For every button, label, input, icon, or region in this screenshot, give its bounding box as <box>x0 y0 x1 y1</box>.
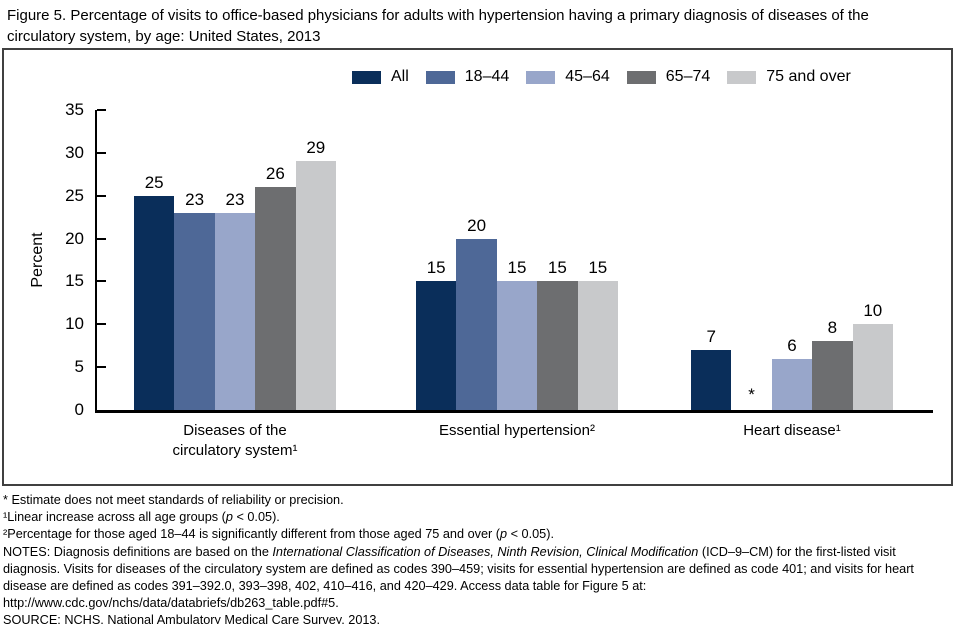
y-axis-tick <box>97 151 106 154</box>
footnote-text: ¹Linear increase across all age groups ( <box>3 510 226 525</box>
y-axis-tick-label: 0 <box>74 400 84 419</box>
bar-value-label: 23 <box>225 189 245 209</box>
y-axis-title: Percent <box>29 232 46 288</box>
bar <box>416 281 457 410</box>
legend-item: 65–74 <box>626 68 711 86</box>
legend-label: All <box>391 68 409 85</box>
legend-label: 75 and over <box>766 68 851 85</box>
x-category-label-line: Essential hypertension² <box>439 422 595 439</box>
footnote-text: < 0.05). <box>232 510 280 525</box>
y-axis-tick-label: 35 <box>65 100 84 119</box>
legend-swatch <box>526 70 556 84</box>
legend-swatch <box>727 70 757 84</box>
x-category-label-line: Heart disease¹ <box>743 422 841 439</box>
bar-value-label: 26 <box>265 164 285 184</box>
footnote-line: SOURCE: NCHS, National Ambulatory Medica… <box>3 612 953 624</box>
bar-value-label: 6 <box>787 335 797 355</box>
bar-value-label: 15 <box>588 258 608 278</box>
y-axis-tick <box>97 194 106 197</box>
legend: All 18–44 45–64 65–74 75 and over <box>352 66 851 88</box>
bar <box>295 161 336 410</box>
legend-item: 18–44 <box>425 68 510 86</box>
bar <box>771 358 813 410</box>
y-axis-tick-label: 30 <box>65 142 84 162</box>
footnote-text: International Classification of Diseases… <box>272 544 699 559</box>
bar <box>577 281 618 410</box>
y-axis-tick-label: 20 <box>65 228 84 248</box>
bar <box>852 324 893 410</box>
footnote-line: NOTES: Diagnosis definitions are based o… <box>3 544 953 613</box>
footnotes: * Estimate does not meet standards of re… <box>3 492 953 624</box>
footnote-line: * Estimate does not meet standards of re… <box>3 492 953 509</box>
y-axis-tick <box>97 237 106 240</box>
x-axis-line <box>95 410 933 413</box>
bar-value-label: 7 <box>706 327 716 346</box>
footnote-text: NOTES: Diagnosis definitions are based o… <box>3 544 273 559</box>
bar <box>214 212 256 410</box>
legend-item: All <box>352 68 409 86</box>
x-category-label: Heart disease¹ <box>662 421 922 441</box>
footnote-line: ¹Linear increase across all age groups (… <box>3 509 953 526</box>
bar <box>812 341 853 410</box>
bar-value-label: 15 <box>547 258 567 278</box>
bar-value-label: 23 <box>185 189 205 209</box>
legend-swatch <box>626 70 656 84</box>
bar-value-label: 20 <box>467 215 487 235</box>
x-category-label-line: circulatory system¹ <box>172 442 298 459</box>
y-axis-tick-label: 25 <box>65 185 84 205</box>
footnote-text: p <box>500 527 508 542</box>
legend-label: 65–74 <box>665 68 711 85</box>
legend-swatch <box>425 70 455 84</box>
y-axis-tick <box>97 280 106 283</box>
bar-value-label: 29 <box>306 138 326 158</box>
plot-area: 25 15 7 23 20 * 23 15 6 26 15 8 29 15 10 <box>95 110 933 410</box>
footnote-text: SOURCE: NCHS, National Ambulatory Medica… <box>3 613 381 624</box>
x-category-label-line: Diseases of the <box>183 422 287 439</box>
missing-value-asterisk: * <box>748 385 755 404</box>
x-category-label: Essential hypertension² <box>387 421 647 441</box>
bar-value-label: 25 <box>144 172 164 192</box>
y-axis-tick-label: 10 <box>65 314 84 334</box>
bar <box>255 187 296 410</box>
bar <box>496 281 538 410</box>
legend-item: 45–64 <box>526 68 610 86</box>
bar <box>537 281 578 410</box>
bar <box>174 212 215 410</box>
y-axis-tick <box>97 323 106 326</box>
bar <box>691 350 732 410</box>
footnote-text: ²Percentage for those aged 18–44 is sign… <box>3 527 500 542</box>
legend-label: 45–64 <box>565 68 610 85</box>
bar <box>134 195 175 410</box>
bar-value-label: 8 <box>827 318 838 338</box>
footnote-text: * Estimate does not meet standards of re… <box>3 493 344 507</box>
footnote-text: < 0.05). <box>507 527 554 542</box>
legend-item: 75 and over <box>727 68 851 86</box>
bar-value-label: 10 <box>863 301 883 321</box>
y-axis-tick <box>97 366 106 369</box>
bar-value-label: 15 <box>507 258 527 278</box>
legend-label: 18–44 <box>464 68 510 85</box>
legend-swatch <box>352 70 381 84</box>
bar-value-label: 15 <box>426 258 446 278</box>
y-axis-tick <box>97 109 106 111</box>
x-category-label: Diseases of the circulatory system¹ <box>105 421 365 461</box>
footnote-text: (ICD–9–CM) for the first-listed visit di… <box>3 544 914 611</box>
y-axis-line <box>95 110 97 410</box>
footnote-text: p <box>225 510 233 525</box>
y-axis-tick-label: 5 <box>74 357 84 377</box>
figure-title: Figure 5. Percentage of visits to office… <box>7 7 869 45</box>
y-axis-tick-label: 15 <box>65 271 84 291</box>
footnote-line: ²Percentage for those aged 18–44 is sign… <box>3 526 953 543</box>
bar <box>456 238 497 410</box>
